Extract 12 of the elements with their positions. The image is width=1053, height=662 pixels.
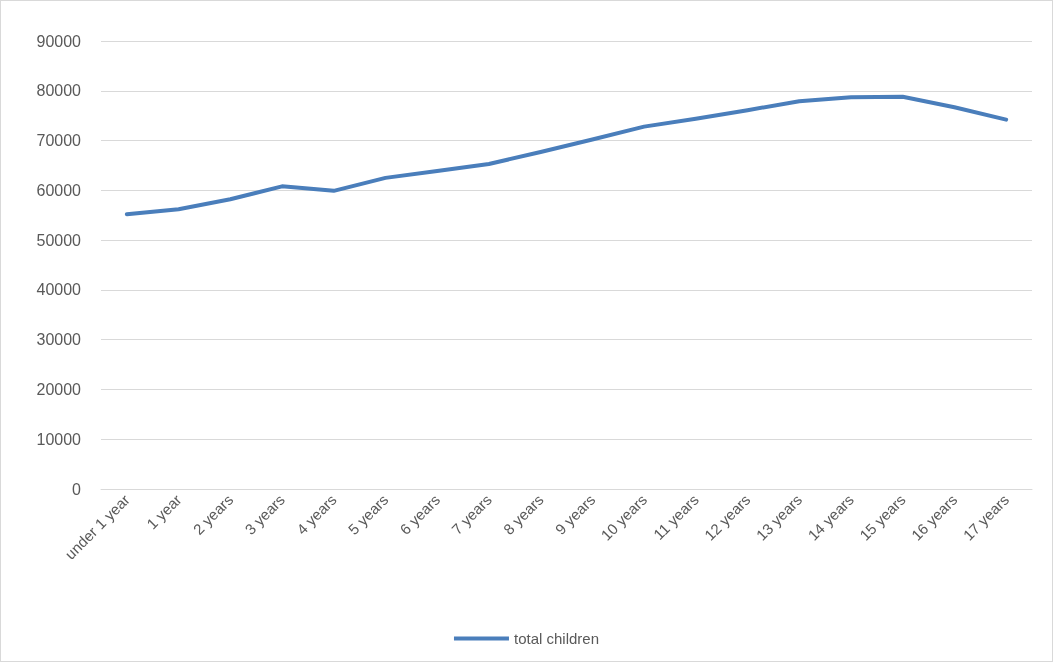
line-series bbox=[124, 94, 1009, 217]
y-tick-label: 90000 bbox=[36, 32, 82, 50]
y-tick-label: 80000 bbox=[36, 82, 82, 100]
y-tick-label: 0 bbox=[72, 480, 82, 498]
legend-label: total children bbox=[513, 630, 600, 647]
y-tick-label: 20000 bbox=[36, 380, 82, 398]
y-tick-label: 30000 bbox=[36, 331, 82, 349]
y-tick-label: 50000 bbox=[36, 231, 82, 249]
y-tick-label: 60000 bbox=[36, 181, 82, 199]
y-tick-label: 10000 bbox=[36, 430, 82, 448]
y-tick-label: 70000 bbox=[36, 132, 82, 150]
y-tick-label: 40000 bbox=[36, 281, 82, 299]
